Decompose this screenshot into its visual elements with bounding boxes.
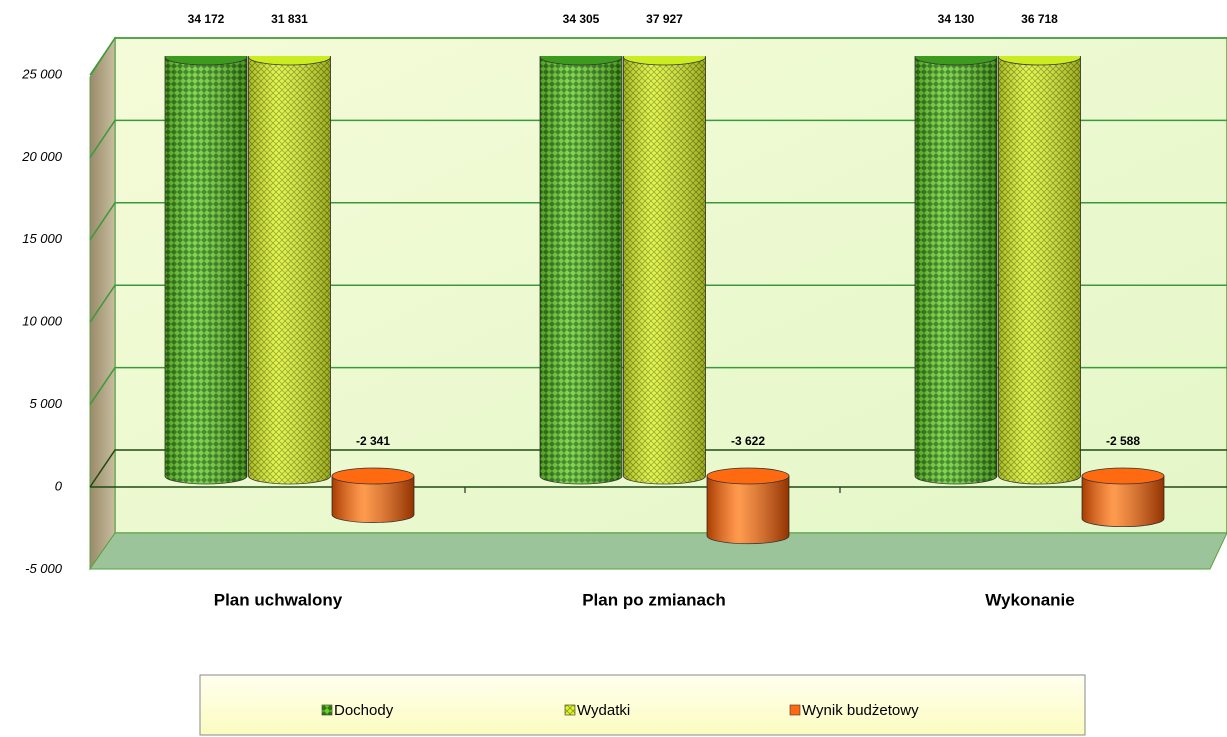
bar xyxy=(248,56,331,485)
bar xyxy=(164,56,248,485)
zero-line xyxy=(89,449,1227,488)
y-tick-label: -5 000 xyxy=(25,561,63,576)
bar xyxy=(706,467,790,545)
x-tick-label: Plan po zmianach xyxy=(582,590,726,609)
grid-line xyxy=(89,366,1227,406)
bar xyxy=(1081,467,1165,528)
y-tick-label: 20 000 xyxy=(21,149,63,164)
bar-top xyxy=(539,56,623,66)
bar-shade xyxy=(540,57,622,484)
legend-swatch xyxy=(789,704,801,716)
value-label: -3 622 xyxy=(731,434,765,448)
value-label: 34 130 xyxy=(938,12,975,26)
y-tick-label: 0 xyxy=(55,478,63,493)
legend-swatch xyxy=(321,704,333,716)
y-tick-label: 25 000 xyxy=(21,66,63,81)
floor xyxy=(89,532,1227,570)
bar-shade xyxy=(707,476,789,544)
bar-top xyxy=(706,467,790,485)
legend xyxy=(199,674,1086,736)
y-tick-label: 10 000 xyxy=(22,314,63,329)
bar-shade xyxy=(915,57,997,484)
legend-swatch xyxy=(564,704,576,716)
value-label: -2 341 xyxy=(356,434,390,448)
bar xyxy=(331,467,415,523)
bar-shade xyxy=(165,57,247,484)
grid-line xyxy=(89,37,1227,76)
bar-top xyxy=(1081,467,1165,485)
bar-shade xyxy=(998,57,1081,484)
value-label: 36 718 xyxy=(1021,12,1058,26)
bar-top xyxy=(623,56,706,66)
bar-top xyxy=(914,56,998,66)
bar xyxy=(539,56,623,485)
value-label: 34 172 xyxy=(188,12,225,26)
y-tick-label: 5 000 xyxy=(29,396,62,411)
value-label: 37 927 xyxy=(646,12,683,26)
grid-line xyxy=(89,284,1227,323)
value-label: 31 831 xyxy=(271,12,308,26)
bar-shade xyxy=(623,57,706,484)
bar xyxy=(914,56,998,485)
legend-label: Wynik budżetowy xyxy=(802,702,919,719)
bar xyxy=(623,56,706,485)
bar-shade xyxy=(1082,476,1164,527)
grid-line xyxy=(89,119,1227,158)
bar-top xyxy=(998,56,1081,66)
bars xyxy=(164,56,1165,545)
bar xyxy=(998,56,1081,485)
bar-top xyxy=(248,56,331,66)
legend-label: Wydatki xyxy=(577,702,630,719)
x-tick-label: Wykonanie xyxy=(985,590,1074,609)
bar-shade xyxy=(332,476,414,523)
value-label: 34 305 xyxy=(563,12,600,26)
bar-top xyxy=(164,56,248,66)
y-tick-label: 15 000 xyxy=(22,231,63,246)
x-tick-label: Plan uchwalony xyxy=(214,590,343,609)
grid-line xyxy=(89,202,1227,241)
legend-label: Dochody xyxy=(334,702,394,719)
value-label: -2 588 xyxy=(1106,434,1140,448)
bar-shade xyxy=(248,57,331,484)
bar-top xyxy=(331,467,415,485)
